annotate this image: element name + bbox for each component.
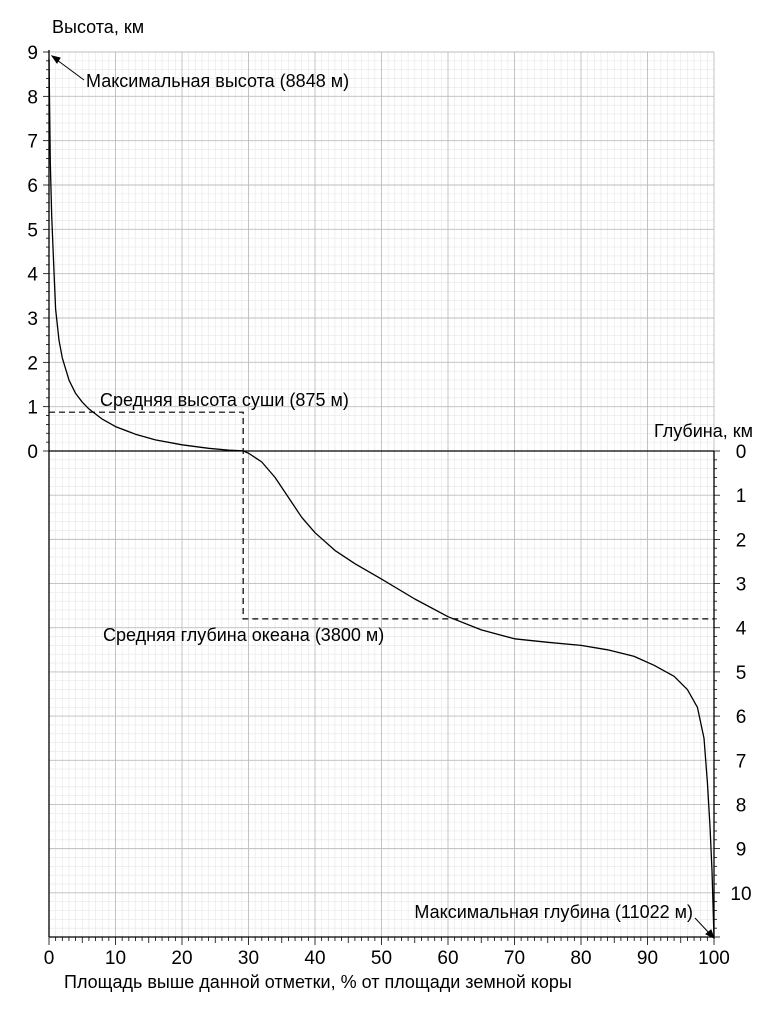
y-right-tick-label: 5 bbox=[736, 663, 747, 684]
y-right-tick-label: 8 bbox=[736, 795, 747, 816]
annotation-max-depth: Максимальная глубина (11022 м) bbox=[414, 902, 693, 922]
x-tick-label: 40 bbox=[304, 948, 325, 969]
y-right-tick-label: 10 bbox=[730, 884, 751, 905]
arrow-max-height bbox=[56, 59, 85, 81]
x-tick-label: 80 bbox=[570, 948, 591, 969]
y-left-tick-label: 5 bbox=[27, 220, 38, 241]
y-left-tick-label: 1 bbox=[27, 398, 38, 419]
tick-labels: 0 10 20 30 40 50 60 70 80 90 100012345678901234567… bbox=[27, 43, 751, 969]
y-right-tick-label: 6 bbox=[736, 707, 747, 728]
x-tick-label: 30 bbox=[238, 948, 259, 969]
y-left-tick-label: 3 bbox=[27, 309, 38, 330]
annotation-mean-land: Средняя высота суши (875 м) bbox=[100, 390, 349, 410]
x-tick-label: 70 bbox=[504, 948, 525, 969]
y-left-tick-label: 2 bbox=[27, 353, 38, 374]
y-left-tick-label: 6 bbox=[27, 176, 38, 197]
hypsographic-line bbox=[48, 58, 715, 939]
x-tick-label: 0 bbox=[44, 948, 55, 969]
y-left-tick-label: 8 bbox=[27, 87, 38, 108]
x-tick-label: 90 bbox=[637, 948, 658, 969]
x-tick-label: 20 bbox=[171, 948, 192, 969]
annotation-mean-ocean: Средняя глубина океана (3800 м) bbox=[103, 625, 384, 645]
x-axis-title: Площадь выше данной отметки, % от площад… bbox=[64, 972, 572, 992]
y-left-tick-label: 7 bbox=[27, 132, 38, 153]
y-right-tick-label: 7 bbox=[736, 751, 747, 772]
y-right-tick-label: 1 bbox=[736, 486, 747, 507]
y-left-tick-label: 9 bbox=[27, 43, 38, 64]
x-tick-label: 60 bbox=[437, 948, 458, 969]
annotation-arrows bbox=[50, 55, 715, 940]
y-left-tick-label: 4 bbox=[27, 265, 38, 286]
y-right-tick-label: 0 bbox=[736, 442, 747, 463]
y-right-tick-label: 3 bbox=[736, 575, 747, 596]
y-axis-right-title: Глубина, км bbox=[654, 421, 753, 441]
axes bbox=[43, 50, 720, 945]
annotation-max-height: Максимальная высота (8848 м) bbox=[86, 71, 349, 91]
x-tick-label: 50 bbox=[371, 948, 392, 969]
y-right-tick-label: 9 bbox=[736, 840, 747, 861]
y-right-tick-label: 4 bbox=[736, 619, 747, 640]
hypsographic-curve bbox=[48, 58, 715, 939]
y-right-tick-label: 2 bbox=[736, 530, 747, 551]
y-left-tick-label: 0 bbox=[27, 442, 38, 463]
x-tick-label: 100 bbox=[698, 948, 730, 969]
y-axis-left-title: Высота, км bbox=[52, 17, 144, 37]
x-tick-label: 10 bbox=[105, 948, 126, 969]
arrow-max-depth bbox=[694, 917, 711, 935]
arrowhead-max-height bbox=[50, 55, 61, 64]
arrowhead-max-depth bbox=[705, 929, 715, 940]
